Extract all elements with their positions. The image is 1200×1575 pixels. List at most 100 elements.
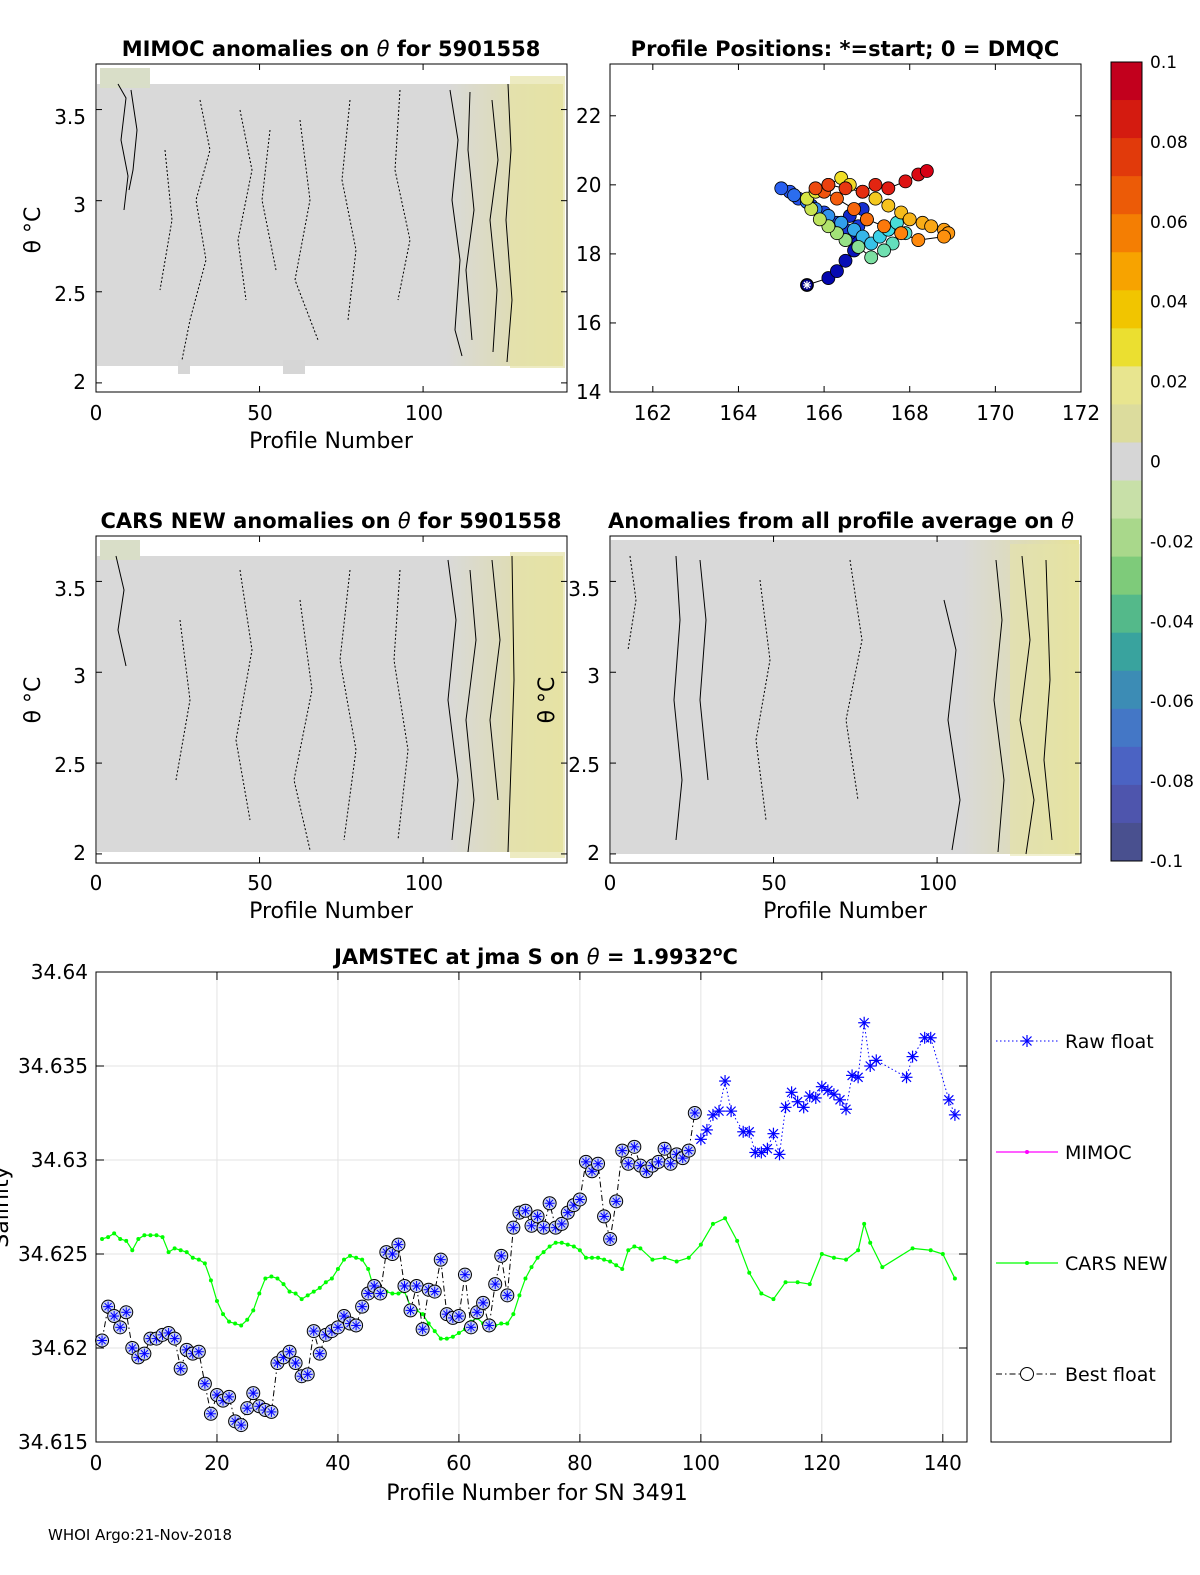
p5-ytick: 34.615 [18, 1430, 88, 1454]
best-float-point [312, 1346, 327, 1361]
start-marker [800, 278, 814, 292]
colorbar-label: 0.08 [1150, 133, 1188, 153]
raw-float-point [797, 1101, 810, 1114]
colorbar-band [1111, 328, 1142, 367]
cars-new-point [456, 1330, 461, 1335]
best-float-point-star [399, 1280, 410, 1291]
best-float-point-stroke [497, 1252, 506, 1260]
best-float-point-stroke [128, 1344, 137, 1352]
p5-xtick: 60 [446, 1451, 471, 1475]
colorbar-band [1111, 366, 1142, 405]
best-float-point [373, 1286, 388, 1301]
track-point [919, 164, 934, 178]
best-float-point-stroke [624, 1159, 633, 1168]
best-float-point-stroke [394, 1240, 403, 1249]
cars-new-point [505, 1321, 510, 1326]
best-float-point-star [453, 1311, 464, 1322]
cars-new-point [783, 1280, 788, 1285]
best-float-point-star [466, 1322, 477, 1333]
best-float-point-stroke [237, 1421, 246, 1429]
best-float-point-star [411, 1280, 422, 1291]
cars-new-point [698, 1242, 703, 1247]
raw-float-point-stroke [774, 1149, 785, 1160]
mimoc-heatmap-fill [97, 68, 565, 374]
best-float-point [542, 1196, 557, 1211]
cars-new-point [577, 1248, 582, 1253]
cars-new-point [856, 1248, 861, 1253]
best-float-point [609, 1194, 624, 1209]
legend-raw-marker [1021, 1035, 1033, 1047]
best-float-point [494, 1248, 509, 1263]
cars-new-point [178, 1248, 183, 1253]
cars-new-point [124, 1238, 129, 1243]
best-float-point [167, 1331, 182, 1346]
track-point [924, 219, 939, 234]
best-float-point-star [472, 1307, 483, 1318]
cars-new-point [662, 1255, 667, 1260]
best-float-point-star [357, 1301, 368, 1312]
cars-new-point [638, 1246, 643, 1251]
colorbar-band [1111, 746, 1142, 786]
p5-ylabel: Salinity [0, 1166, 14, 1247]
p2-xtick: 162 [634, 401, 672, 425]
best-float-point-stroke [201, 1379, 209, 1388]
best-float-point [197, 1376, 212, 1391]
raw-float-point-stroke [744, 1126, 755, 1137]
cars-new-point [360, 1257, 365, 1262]
best-float-point [518, 1203, 533, 1218]
best-float-point-star [629, 1141, 640, 1152]
colorbar-band [1111, 138, 1142, 177]
colorbar-band [1111, 556, 1142, 596]
colorbar-label: -0.06 [1150, 692, 1194, 712]
track-point [911, 233, 926, 247]
track-point [830, 264, 844, 279]
raw-float-point-stroke [695, 1134, 706, 1145]
cars-new-point [844, 1257, 849, 1262]
raw-float-point [785, 1086, 798, 1099]
best-float-point-star [332, 1322, 343, 1333]
best-float-point-star [109, 1311, 120, 1322]
best-float-point [530, 1209, 545, 1224]
best-float-point-star [532, 1211, 543, 1222]
best-float-point-stroke [370, 1282, 379, 1290]
best-float-point [488, 1277, 503, 1292]
colorbar [1111, 62, 1142, 862]
raw-float-point [773, 1148, 786, 1161]
best-float-point-star [314, 1348, 325, 1359]
best-float-point-star [683, 1145, 694, 1156]
best-float-point-stroke [213, 1391, 221, 1399]
p2-xtick: 166 [805, 401, 843, 425]
cars-new-point [438, 1336, 443, 1341]
best-float-point [681, 1143, 696, 1158]
colorbar-band [1111, 822, 1142, 862]
raw-float-point [858, 1016, 871, 1029]
best-float-point [119, 1305, 134, 1320]
track-points [774, 164, 956, 292]
best-float-point-stroke [594, 1159, 602, 1168]
best-float-point-stroke [110, 1312, 118, 1320]
best-float-point-stroke [104, 1302, 112, 1311]
cars-new-point [251, 1308, 256, 1313]
best-float-point [572, 1192, 587, 1207]
raw-float-points [694, 1016, 961, 1161]
best-float-point-stroke [545, 1199, 554, 1208]
best-float-point-stroke [303, 1370, 312, 1379]
cars-new-point [880, 1265, 885, 1270]
best-float-point [687, 1106, 702, 1120]
p5-xtick: 80 [567, 1451, 592, 1475]
raw-float-point [706, 1108, 719, 1121]
track-point [937, 229, 951, 244]
p5-axes-frame [95, 971, 968, 1443]
p4-ytick: 2 [587, 841, 600, 865]
best-float-point [306, 1324, 321, 1339]
best-float-point-stroke [491, 1280, 500, 1288]
cars-new-point [227, 1319, 232, 1324]
cars-new-point [553, 1240, 558, 1245]
p3-ytick: 3 [73, 664, 86, 688]
best-float-point [451, 1309, 466, 1324]
raw-float-point [713, 1105, 726, 1118]
cars-new-point [311, 1289, 316, 1294]
best-float-point-stroke [636, 1161, 645, 1170]
colorbar-label: 0.06 [1150, 213, 1188, 233]
cars-new-point [257, 1291, 262, 1296]
